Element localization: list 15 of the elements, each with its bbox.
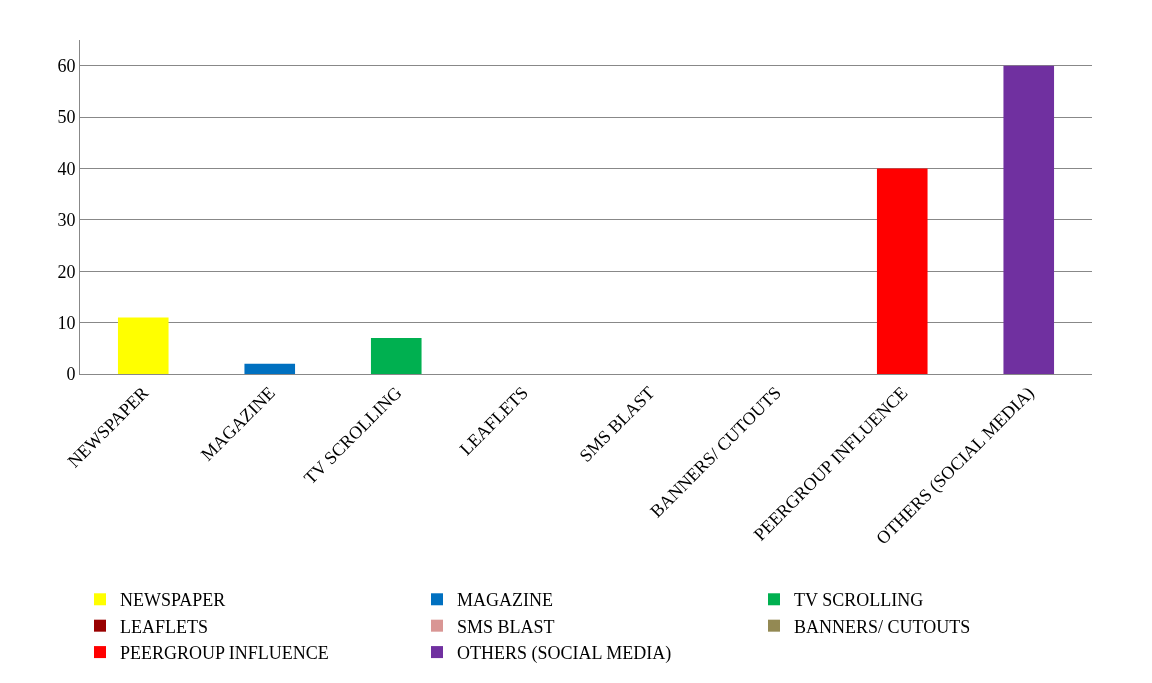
y-tick-label: 10 xyxy=(57,312,76,333)
legend-label: BANNERS/ CUTOUTS xyxy=(793,616,971,637)
legend-label: MAGAZINE xyxy=(457,590,553,611)
legend-label: TV SCROLLING xyxy=(793,590,924,611)
legend-label: NEWSPAPER xyxy=(120,590,226,611)
legend-label: LEAFLETS xyxy=(120,616,208,637)
legend-label: SMS BLAST xyxy=(457,616,555,637)
y-tick-label: 20 xyxy=(57,261,76,282)
legend-label: OTHERS (SOCIAL MEDIA) xyxy=(457,643,672,665)
y-tick-label: 0 xyxy=(66,364,76,385)
y-tick-label: 30 xyxy=(57,210,76,231)
y-tick-label: 50 xyxy=(57,107,76,128)
legend-label: PEERGROUP INFLUENCE xyxy=(120,643,329,664)
y-tick-label: 40 xyxy=(57,158,76,179)
y-tick-label: 60 xyxy=(57,55,76,76)
